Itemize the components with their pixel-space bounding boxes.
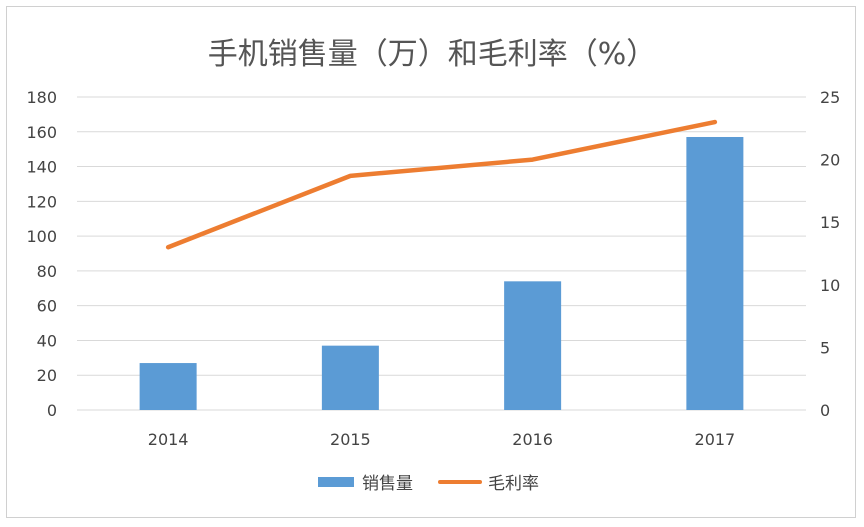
left-axis-ticks: 0 20 40 60 80 100 120 140 160 180 — [26, 88, 57, 420]
chart-title: 手机销售量（万）和毛利率（%） — [208, 37, 657, 72]
right-tick-label: 10 — [820, 276, 840, 295]
left-tick-label: 20 — [37, 366, 57, 385]
gridlines — [77, 96, 806, 411]
margin-line — [165, 119, 718, 250]
left-tick-label: 60 — [37, 297, 57, 316]
bar — [321, 345, 379, 410]
left-tick-label: 40 — [37, 331, 57, 350]
x-tick-label: 2016 — [512, 430, 553, 449]
right-tick-label: 15 — [820, 213, 840, 232]
right-tick-label: 20 — [820, 151, 840, 170]
right-axis-ticks: 0 5 10 15 20 25 — [820, 88, 840, 420]
bar — [504, 281, 562, 410]
x-axis-ticks: 2014 2015 2016 2017 — [148, 430, 735, 449]
legend-label-margin: 毛利率 — [488, 474, 539, 494]
left-tick-label: 160 — [26, 123, 57, 142]
right-tick-label: 5 — [820, 338, 830, 357]
left-tick-label: 140 — [26, 158, 57, 177]
x-tick-label: 2014 — [148, 430, 189, 449]
left-tick-label: 120 — [26, 192, 57, 211]
left-tick-label: 180 — [26, 88, 57, 107]
right-tick-label: 0 — [820, 401, 830, 420]
legend-swatch-sales — [318, 477, 354, 487]
bar — [686, 136, 744, 410]
bar-series — [139, 136, 744, 410]
left-tick-label: 0 — [47, 401, 57, 420]
legend-label-sales: 销售量 — [362, 474, 413, 494]
left-tick-label: 100 — [26, 227, 57, 246]
line-series — [165, 119, 718, 250]
right-tick-label: 25 — [820, 88, 840, 107]
x-tick-label: 2017 — [695, 430, 736, 449]
x-tick-label: 2015 — [330, 430, 371, 449]
legend: 销售量 毛利率 — [318, 474, 539, 494]
bar — [139, 363, 197, 410]
left-tick-label: 80 — [37, 262, 57, 281]
